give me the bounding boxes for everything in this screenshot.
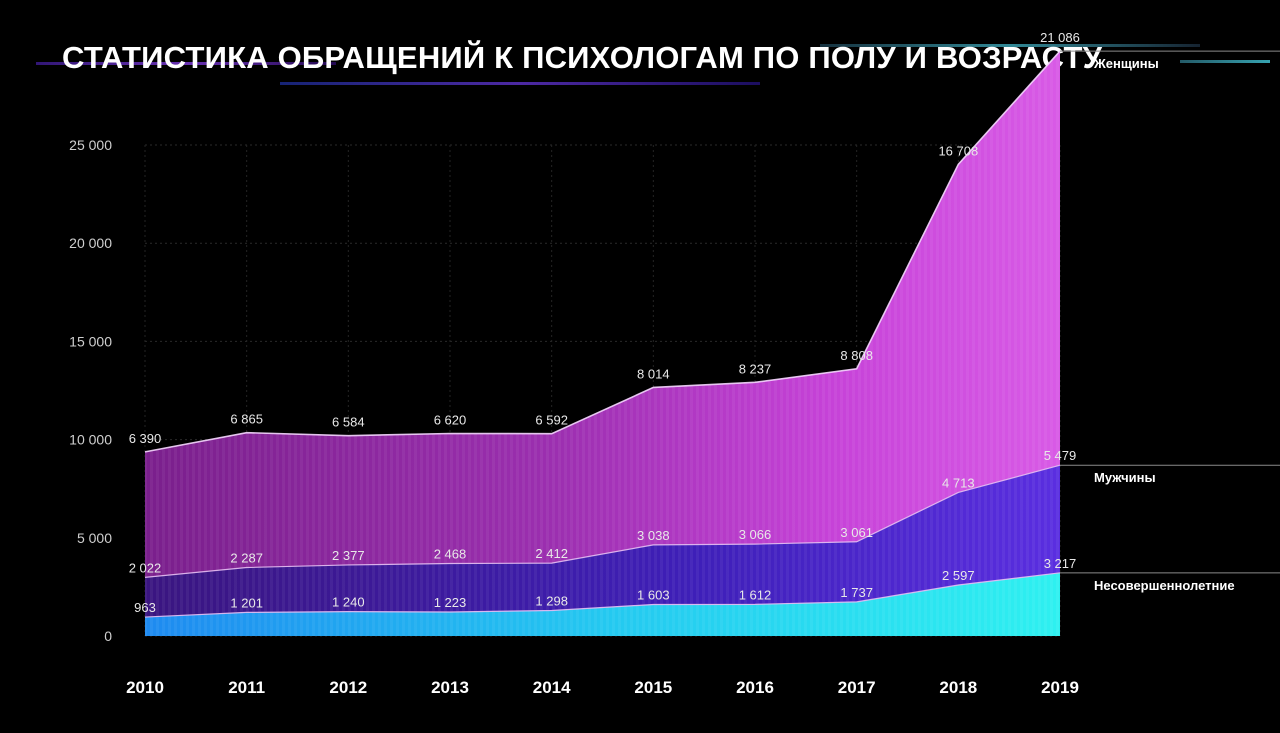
data-label: 6 865: [230, 412, 263, 427]
data-label: 3 217: [1044, 556, 1077, 571]
x-tick-label: 2011: [228, 678, 265, 697]
area-minors-texture: [145, 572, 1060, 636]
data-label: 5 479: [1044, 448, 1077, 463]
data-label: 1 240: [332, 595, 365, 610]
y-tick-label: 10 000: [69, 432, 112, 448]
data-label: 2 597: [942, 568, 975, 583]
area-men-texture: [145, 465, 1060, 618]
x-tick-label: 2015: [634, 678, 672, 697]
data-label: 21 086: [1040, 30, 1080, 45]
data-label: 3 038: [637, 528, 670, 543]
data-label: 3 061: [840, 525, 873, 540]
data-labels: 6 390 6 865 6 584 6 620 6 592 8 014 8 237 8 808…: [129, 30, 1080, 615]
data-label: 6 584: [332, 415, 365, 430]
data-label: 1 603: [637, 588, 670, 603]
y-tick-label: 15 000: [69, 333, 112, 349]
data-label: 4 713: [942, 475, 975, 490]
legend-label: Несовершеннолетние: [1094, 578, 1235, 593]
series-line: [144, 464, 1061, 578]
y-tick-label: 20 000: [69, 235, 112, 251]
x-tick-label: 2017: [838, 678, 876, 697]
data-label: 1 223: [434, 595, 467, 610]
data-label: 6 620: [434, 412, 467, 427]
title-glitch-stripe: [280, 82, 760, 85]
data-label: 1 737: [840, 585, 873, 600]
y-tick-label: 0: [104, 628, 112, 644]
x-tick-label: 2014: [533, 678, 571, 697]
x-tick-label: 2013: [431, 678, 469, 697]
data-label: 2 287: [230, 550, 263, 565]
data-label: 6 592: [535, 413, 568, 428]
areas: [145, 51, 1060, 636]
series-lines: [144, 50, 1061, 618]
x-tick-label: 2019: [1041, 678, 1079, 697]
x-tick-label: 2016: [736, 678, 774, 697]
data-label: 1 612: [739, 587, 772, 602]
x-tick-label: 2010: [126, 678, 164, 697]
data-label: 963: [134, 600, 156, 615]
data-label: 2 412: [535, 546, 568, 561]
y-tick-label: 25 000: [69, 137, 112, 153]
data-label: 8 808: [840, 348, 873, 363]
series-line: [144, 50, 1061, 453]
data-label: 2 022: [129, 560, 162, 575]
y-axis: 0 5 000 10 000 15 000 20 000 25 000: [69, 137, 112, 644]
data-label: 1 201: [230, 595, 263, 610]
area-women-texture: [145, 51, 1060, 578]
data-label: 8 237: [739, 361, 772, 376]
title-glitch-stripe: [1180, 60, 1270, 63]
data-label: 6 390: [129, 431, 162, 446]
title-glitch-stripe: [820, 44, 1200, 47]
legend-label: Женщины: [1093, 56, 1159, 71]
data-label: 3 066: [739, 527, 772, 542]
title-glitch-stripe: [36, 62, 336, 65]
page-title: СТАТИСТИКА ОБРАЩЕНИЙ К ПСИХОЛОГАМ ПО ПОЛ…: [62, 40, 1103, 75]
legend: Женщины Мужчины Несовершеннолетние: [1060, 50, 1280, 593]
series-line: [144, 572, 1061, 618]
data-label: 8 014: [637, 366, 670, 381]
data-label: 1 298: [535, 594, 568, 609]
data-label: 2 468: [434, 547, 467, 562]
x-axis: 2010 2011 2012 2013 2014 2015 2016 2017 2018 2019: [126, 678, 1079, 697]
x-tick-label: 2018: [939, 678, 977, 697]
data-label: 2 377: [332, 548, 365, 563]
data-label: 16 708: [938, 143, 978, 158]
y-tick-label: 5 000: [77, 530, 112, 546]
legend-label: Мужчины: [1094, 470, 1156, 485]
x-tick-label: 2012: [329, 678, 367, 697]
